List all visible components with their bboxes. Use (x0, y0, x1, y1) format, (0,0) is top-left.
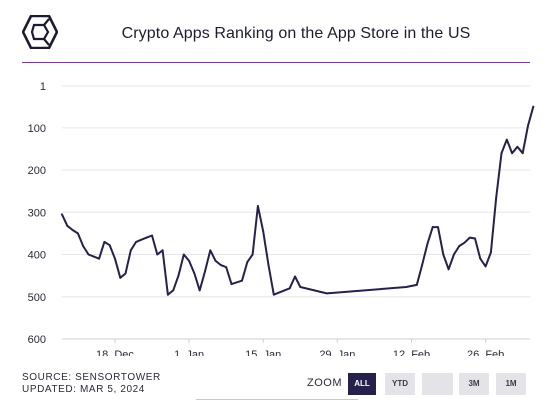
data-point (124, 272, 127, 275)
data-point (442, 253, 445, 256)
data-point (437, 226, 439, 228)
chart-footer: SOURCE: SENSORTOWER UPDATED: MAR 5, 2024 (22, 372, 161, 396)
data-point (108, 244, 111, 247)
data-point (103, 240, 106, 243)
title-divider (22, 62, 530, 63)
data-point (484, 265, 487, 268)
data-point (61, 213, 63, 216)
data-point (140, 238, 143, 241)
zoom-all-button[interactable]: ALL (348, 373, 376, 395)
y-tick-label: 200 (28, 165, 46, 177)
data-point (219, 264, 222, 266)
data-point (452, 253, 455, 256)
data-point (426, 243, 429, 245)
y-tick-label: 1 (40, 81, 46, 93)
zoom-label: ZOOM (307, 377, 342, 389)
x-tick-label: 15. Jan (245, 349, 281, 356)
data-point (527, 124, 529, 127)
updated-text: UPDATED: MAR 5, 2024 (22, 384, 145, 395)
data-point (151, 234, 153, 237)
data-point (66, 224, 69, 227)
data-point (257, 205, 259, 207)
data-point (458, 245, 461, 247)
data-point (288, 287, 291, 290)
data-point (415, 284, 418, 286)
data-point (135, 240, 138, 243)
y-tick-label: 100 (28, 123, 46, 135)
data-point (521, 152, 524, 155)
data-point (177, 274, 180, 277)
data-point (479, 257, 482, 260)
data-point (241, 279, 243, 282)
zoom-1m-button[interactable]: 1M (496, 373, 526, 395)
y-tick-label: 300 (28, 207, 46, 219)
data-point (500, 152, 503, 155)
data-point (193, 272, 196, 275)
data-point (251, 253, 254, 256)
data-point (463, 241, 466, 244)
data-point (421, 264, 423, 266)
y-tick-label: 500 (28, 292, 46, 304)
data-point (87, 253, 90, 256)
data-point (156, 253, 159, 256)
x-tick-label: 18. Dec (96, 349, 134, 356)
data-point (198, 289, 201, 292)
data-point (474, 237, 476, 240)
data-point (76, 232, 79, 235)
data-point (225, 266, 228, 269)
data-point (214, 259, 217, 262)
data-point (516, 145, 519, 148)
data-point (325, 292, 328, 295)
data-point (145, 236, 148, 239)
data-point (532, 105, 535, 108)
data-point (511, 152, 514, 155)
data-point (490, 251, 492, 254)
x-tick-label: 29. Jan (319, 349, 355, 356)
y-tick-label: 600 (28, 334, 46, 346)
data-point (230, 283, 233, 285)
data-point (267, 264, 270, 266)
data-point (98, 257, 100, 260)
zoom-blank-button[interactable] (422, 373, 453, 395)
x-tick-label: 12. Feb (393, 349, 430, 356)
x-tick-label: 26. Feb (467, 349, 504, 356)
data-point (468, 236, 471, 239)
data-point (246, 261, 249, 264)
data-point (129, 249, 132, 252)
ranking-line-chart: 1 100 200 300 400 500 600 18. Dec 1. Jan 15. Jan 2… (28, 81, 535, 356)
navigator-scrollbar[interactable] (196, 399, 358, 400)
data-point (167, 293, 169, 296)
data-point (182, 253, 185, 256)
data-point (161, 249, 164, 252)
data-point (262, 230, 265, 233)
data-point (71, 229, 74, 231)
zoom-ytd-button[interactable]: YTD (385, 373, 415, 395)
y-tick-label: 400 (28, 250, 46, 262)
data-point (431, 226, 434, 228)
data-point (495, 196, 498, 199)
data-point (505, 138, 508, 141)
data-point (299, 286, 302, 288)
data-point (114, 257, 116, 260)
ranking-series-line (61, 105, 535, 296)
data-point (119, 276, 122, 279)
data-point (92, 255, 95, 258)
data-point (272, 293, 275, 296)
data-point (172, 289, 175, 292)
chart-title: Crypto Apps Ranking on the App Store in … (121, 25, 471, 42)
data-point (188, 259, 190, 262)
data-point (294, 275, 296, 278)
data-point (405, 286, 408, 288)
x-tick-label: 1. Jan (174, 349, 204, 356)
data-point (447, 268, 450, 271)
data-point (82, 245, 85, 247)
brand-logo-icon (21, 14, 59, 50)
data-point (204, 270, 206, 273)
source-text: SOURCE: SENSORTOWER (22, 372, 161, 383)
data-point (209, 249, 212, 252)
zoom-3m-button[interactable]: 3M (459, 373, 489, 395)
